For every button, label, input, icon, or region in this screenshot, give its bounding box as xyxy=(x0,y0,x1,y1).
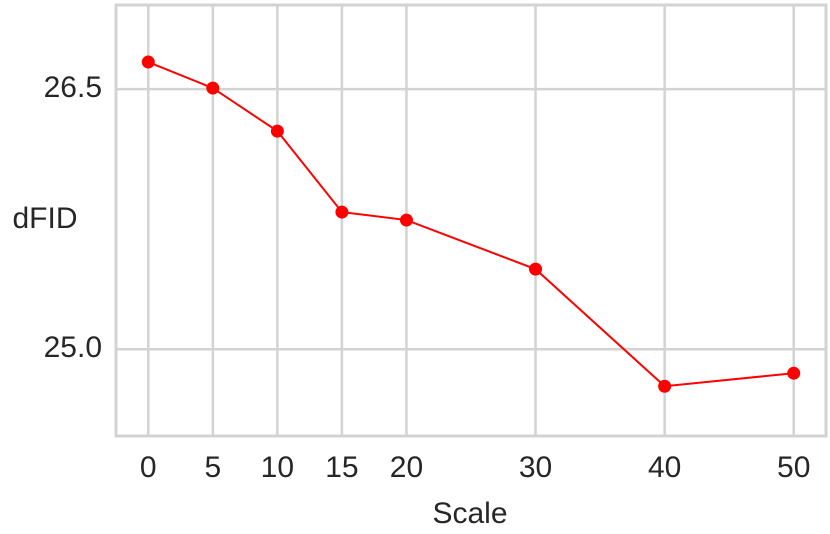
x-tick-label: 50 xyxy=(777,451,810,484)
y-axis-label: dFID xyxy=(12,202,77,235)
y-tick-label: 25.0 xyxy=(44,331,102,364)
point xyxy=(141,55,155,69)
x-tick-label: 40 xyxy=(648,451,681,484)
point xyxy=(206,81,220,95)
plot-frame xyxy=(114,3,828,438)
x-tick-label: 15 xyxy=(325,451,358,484)
point xyxy=(529,262,543,276)
x-tick-label: 20 xyxy=(390,451,423,484)
point xyxy=(399,213,413,227)
x-tick-label: 5 xyxy=(204,451,221,484)
point xyxy=(658,379,672,393)
x-tick-label: 0 xyxy=(140,451,157,484)
point xyxy=(335,205,349,219)
point xyxy=(270,124,284,138)
point xyxy=(787,366,801,380)
y-tick-label: 26.5 xyxy=(44,71,102,104)
x-axis-label: Scale xyxy=(432,497,507,530)
series-line xyxy=(147,61,794,388)
x-tick-label: 30 xyxy=(519,451,552,484)
x-tick-label: 10 xyxy=(261,451,294,484)
